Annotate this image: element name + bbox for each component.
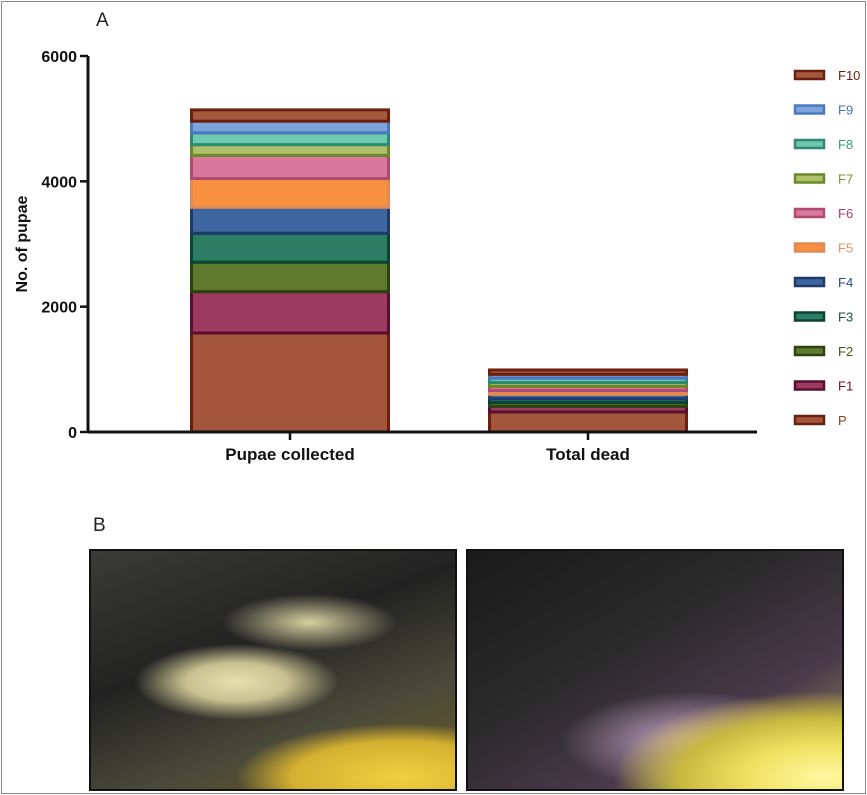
legend-swatch-f4 xyxy=(793,276,826,288)
photo-pupae-collected xyxy=(89,549,457,791)
bar-segment-f6-pupae-collected xyxy=(190,153,390,181)
bar-segment-f9-pupae-collected xyxy=(190,119,390,135)
bar-segment-f10-total-dead xyxy=(488,368,688,376)
legend-label-f9: F9 xyxy=(838,103,853,118)
legend-swatch-f7 xyxy=(793,173,826,184)
legend-label-f4: F4 xyxy=(838,275,853,290)
legend-swatch-f9 xyxy=(793,104,826,115)
bar-segment-f1-pupae-collected xyxy=(190,290,390,335)
legend-swatch-f1 xyxy=(793,380,826,391)
bar-segment-f10-pupae-collected xyxy=(190,108,390,123)
panel-b-label: B xyxy=(93,515,106,536)
legend-swatch-f6 xyxy=(793,207,826,219)
bar-segment-p-pupae-collected xyxy=(190,331,390,434)
bar-segment-f2-pupae-collected xyxy=(190,260,390,294)
legend-label-f1: F1 xyxy=(838,379,853,394)
bar-segment-f8-pupae-collected xyxy=(190,131,390,147)
legend-swatch-f10 xyxy=(793,69,826,81)
bar-segment-f5-pupae-collected xyxy=(190,177,390,209)
y-tick-label: 4000 xyxy=(41,174,77,191)
legend-swatch-f3 xyxy=(793,311,826,322)
stacked-bar-chart: Pupae collected Total dead 0 2000 4000 6000 No… xyxy=(14,49,860,464)
y-tick-label: 0 xyxy=(68,425,77,442)
photo-dead-pupae xyxy=(466,549,844,791)
legend-label-p: P xyxy=(838,413,847,428)
legend-label-f7: F7 xyxy=(838,172,853,187)
x-tick-label: Total dead xyxy=(546,445,630,464)
legend-label-f5: F5 xyxy=(838,241,853,256)
bar-segment-f3-pupae-collected xyxy=(190,231,390,264)
panel-a-label: A xyxy=(96,10,109,31)
legend-label-f8: F8 xyxy=(838,137,853,152)
y-tick-label: 6000 xyxy=(41,49,77,66)
bar-segment-f7-pupae-collected xyxy=(190,143,390,157)
y-axis-label: No. of pupae xyxy=(14,195,31,292)
legend-swatch-f5 xyxy=(793,242,826,253)
x-tick-label: Pupae collected xyxy=(225,445,354,464)
legend-label-f3: F3 xyxy=(838,310,853,325)
legend-swatch-p xyxy=(793,414,826,426)
legend-swatch-f8 xyxy=(793,138,826,150)
bar-segment-f4-pupae-collected xyxy=(190,205,390,235)
legend-label-f2: F2 xyxy=(838,344,853,359)
y-tick-label: 2000 xyxy=(41,300,77,317)
legend-label-f6: F6 xyxy=(838,206,853,221)
legend-label-f10: F10 xyxy=(838,68,860,83)
bar-segment-p-total-dead xyxy=(488,410,688,434)
legend-swatch-f2 xyxy=(793,345,826,357)
